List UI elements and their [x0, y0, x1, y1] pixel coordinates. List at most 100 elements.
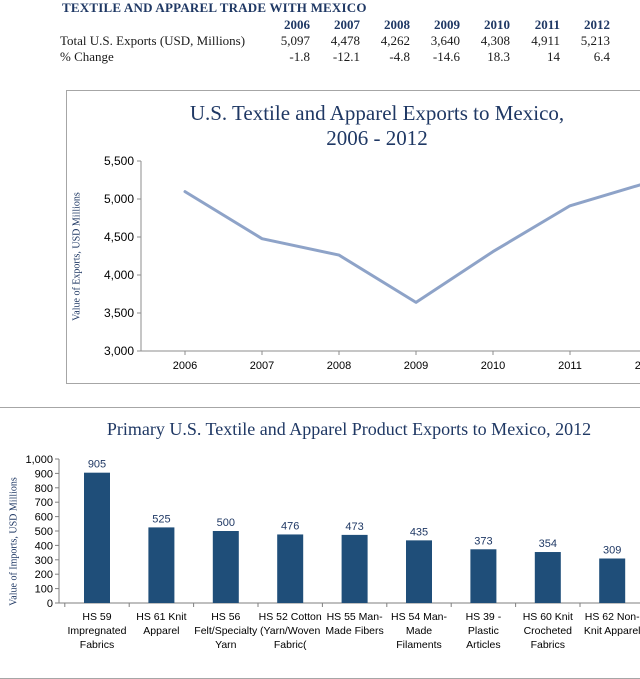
bar-category-label: Made	[406, 625, 432, 637]
line-chart-x-tick-label: 2009	[404, 360, 428, 372]
bar	[406, 540, 432, 603]
bar-category-label: (Yarn/Woven	[260, 625, 320, 637]
trade-table-corner	[60, 17, 260, 33]
year-header: 2009	[410, 17, 460, 33]
table-cell: 4,308	[460, 33, 510, 49]
line-chart-y-tick-label: 4,000	[104, 268, 134, 282]
line-chart-y-tick-label: 5,500	[104, 154, 134, 168]
table-cell: 4,262	[360, 33, 410, 49]
line-chart-plot: 3,000 3,500 4,000 4,500 5,000 5,500 2006 2007 20…	[67, 91, 640, 383]
bar-chart-y-tick-label: 600	[35, 512, 53, 524]
bar-chart-y-tick-label: 0	[47, 598, 53, 610]
line-chart-x-tick-label: 2006	[173, 360, 197, 372]
bar-chart-y-tick-label: 400	[35, 540, 53, 552]
table-cell: 4,911	[510, 33, 560, 49]
bar	[470, 549, 496, 603]
bar-chart-y-tick-label: 500	[35, 526, 53, 538]
year-header: 2012	[560, 17, 610, 33]
bar-category-label: HS 62 Non-	[585, 611, 640, 623]
line-chart-panel: U.S. Textile and Apparel Exports to Mexi…	[66, 90, 640, 384]
bar-category-label: Made Fibers	[325, 625, 383, 637]
bar-category-label: Articles	[466, 639, 500, 651]
table-cell: 3,640	[410, 33, 460, 49]
table-row: Total U.S. Exports (USD, Millions) 5,097…	[60, 33, 610, 49]
bar-data-label: 476	[281, 520, 299, 532]
table-cell: 6.4	[560, 49, 610, 65]
bar-category-label: Felt/Specialty	[194, 625, 258, 637]
bar-data-label: 354	[539, 538, 557, 550]
year-header: 2011	[510, 17, 560, 33]
line-chart-x-tick-label: 2010	[481, 360, 505, 372]
bar-category-label: Yarn	[215, 639, 237, 651]
line-chart-series-line	[185, 183, 640, 303]
bar-data-label: 500	[217, 517, 235, 529]
bar-category-label: Plastic	[468, 625, 499, 637]
bar-category-label: HS 54 Man-	[391, 611, 448, 623]
trade-table-header-row: 2006 2007 2008 2009 2010 2011 2012	[60, 17, 610, 33]
table-row: % Change -1.8 -12.1 -4.8 -14.6 18.3 14 6…	[60, 49, 610, 65]
row-label: % Change	[60, 49, 260, 65]
table-cell: 5,213	[560, 33, 610, 49]
bar-data-label: 373	[474, 535, 492, 547]
line-chart-x-tick-label: 2011	[558, 360, 582, 372]
table-cell: -14.6	[410, 49, 460, 65]
bar-category-label: HS 61 Knit	[136, 611, 186, 623]
page-heading: TEXTILE AND APPAREL TRADE WITH MEXICO	[62, 0, 367, 16]
year-header: 2010	[460, 17, 510, 33]
bar-data-label: 309	[603, 545, 621, 557]
year-header: 2008	[360, 17, 410, 33]
bar-chart-y-tick-label: 700	[35, 497, 53, 509]
bar-category-label: HS 59	[82, 611, 111, 623]
table-cell: -4.8	[360, 49, 410, 65]
line-chart-y-tick-label: 4,500	[104, 230, 134, 244]
line-chart-x-tick-label: 2007	[250, 360, 274, 372]
line-chart-y-tick-label: 5,000	[104, 192, 134, 206]
bar	[213, 531, 239, 603]
row-label: Total U.S. Exports (USD, Millions)	[60, 33, 260, 49]
bar-data-label: 525	[152, 513, 170, 525]
bar-category-label: Impregnated	[68, 625, 127, 637]
bar	[599, 559, 625, 603]
table-cell: -1.8	[260, 49, 310, 65]
bar-chart-y-tick-label: 100	[35, 584, 53, 596]
bar	[342, 535, 368, 603]
table-cell: 4,478	[310, 33, 360, 49]
bar-category-label: Fabrics	[531, 639, 565, 651]
table-cell: 14	[510, 49, 560, 65]
bar-chart-y-tick-label: 900	[35, 468, 53, 480]
line-chart-y-tick-label: 3,000	[104, 344, 134, 358]
bar	[535, 552, 561, 603]
bar-category-label: Fabrics	[80, 639, 114, 651]
bar-category-label: HS 56	[211, 611, 240, 623]
bar-category-label: Filaments	[396, 639, 442, 651]
bar-chart-panel: Primary U.S. Textile and Apparel Product…	[0, 407, 640, 679]
line-chart-x-tick-label: 2012	[635, 360, 640, 372]
line-chart-x-tick-label: 2008	[327, 360, 351, 372]
table-cell: -12.1	[310, 49, 360, 65]
bar-category-label: Knit Apparel	[584, 625, 640, 637]
table-cell: 18.3	[460, 49, 510, 65]
bar	[277, 534, 303, 603]
bar-chart-y-tick-label: 200	[35, 569, 53, 581]
table-cell: 5,097	[260, 33, 310, 49]
year-header: 2006	[260, 17, 310, 33]
bar-chart-plot: 0 100 200 300 400 500 600 700 800 900 1,000 905 HS 5…	[0, 408, 640, 678]
bar-chart-y-tick-label: 300	[35, 555, 53, 567]
bar-data-label: 435	[410, 526, 428, 538]
bar-category-label: HS 52 Cotton	[259, 611, 322, 623]
bar	[148, 527, 174, 603]
bar-category-label: HS 55 Man-	[327, 611, 384, 623]
bar-data-label: 905	[88, 459, 106, 471]
bar-category-label: Fabric(	[274, 639, 307, 651]
bar-data-label: 473	[345, 521, 363, 533]
bar-category-label: HS 60 Knit	[523, 611, 573, 623]
bar-category-label: Apparel	[143, 625, 179, 637]
year-header: 2007	[310, 17, 360, 33]
bar-category-label: Crocheted	[524, 625, 573, 637]
bar	[84, 473, 110, 603]
bar-chart-y-tick-label: 800	[35, 483, 53, 495]
trade-table: 2006 2007 2008 2009 2010 2011 2012 Total…	[60, 17, 610, 65]
line-chart-y-tick-label: 3,500	[104, 306, 134, 320]
bar-chart-y-tick-label: 1,000	[25, 454, 53, 466]
bar-category-label: HS 39 -	[466, 611, 502, 623]
